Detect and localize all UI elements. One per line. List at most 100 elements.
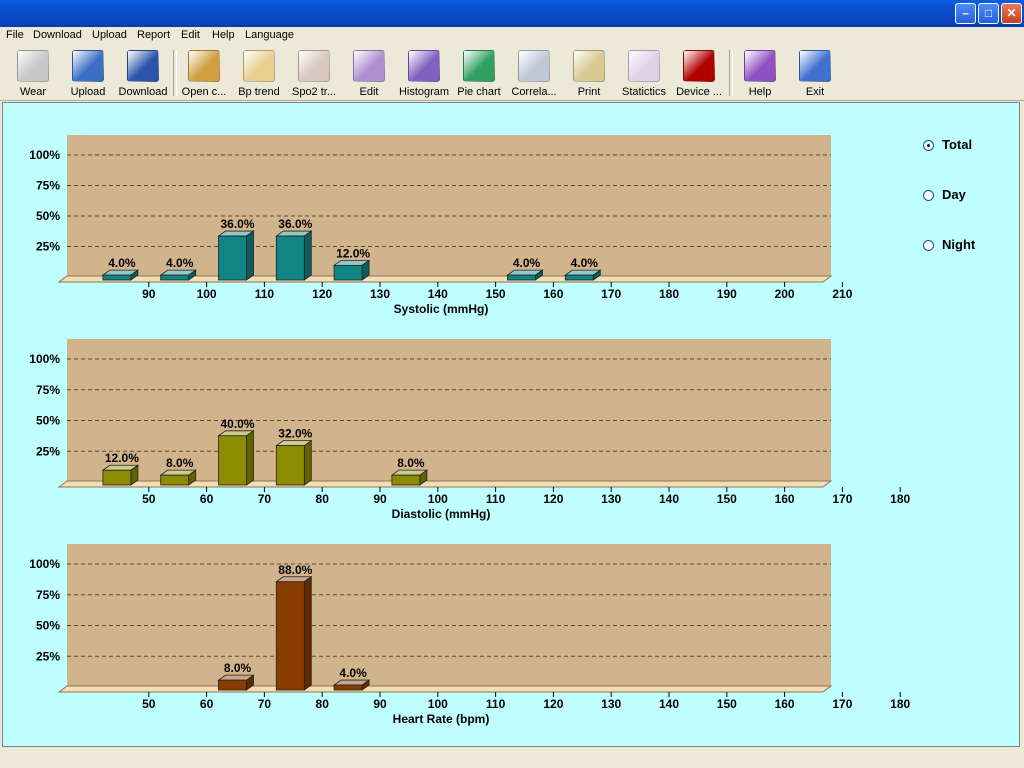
bar-value-label: 4.0%	[339, 666, 367, 680]
bar	[333, 684, 363, 691]
exit-button[interactable]: Exit	[788, 48, 842, 100]
bar	[102, 274, 132, 281]
x-tick-label: 90	[142, 287, 156, 301]
y-tick-label: 25%	[36, 649, 60, 663]
pie-chart-button[interactable]: Pie chart	[452, 48, 506, 100]
menu-download[interactable]: Download	[33, 29, 82, 41]
statistics-button[interactable]: Statictics	[617, 48, 671, 100]
help-button-label: Help	[748, 86, 772, 98]
patients-group-icon	[188, 50, 220, 82]
x-axis-label: Diastolic (mmHg)	[392, 507, 491, 521]
x-tick-label: 130	[601, 492, 621, 506]
bar	[507, 274, 536, 281]
printer-icon	[573, 50, 605, 82]
upload-button[interactable]: Upload	[61, 48, 115, 100]
title-bar: – □ ✕	[0, 0, 1024, 27]
info-icon	[683, 50, 715, 82]
bar-value-label: 36.0%	[278, 217, 312, 231]
bp-trend-icon	[243, 50, 275, 82]
spo2-trend-button[interactable]: Spo2 tr...	[287, 48, 341, 100]
x-tick-label: 150	[717, 697, 737, 711]
open-case-button[interactable]: Open c...	[177, 48, 231, 100]
radio-night-circle	[923, 240, 934, 251]
x-tick-label: 70	[258, 697, 272, 711]
histogram-button[interactable]: Histogram	[397, 48, 451, 100]
menu-upload[interactable]: Upload	[92, 29, 127, 41]
y-tick-label: 75%	[36, 588, 60, 602]
y-tick-label: 100%	[29, 352, 60, 366]
print-button[interactable]: Print	[562, 48, 616, 100]
bar-value-label: 8.0%	[397, 456, 425, 470]
x-tick-label: 170	[601, 287, 621, 301]
bar	[218, 235, 247, 281]
bar-value-label: 4.0%	[571, 256, 599, 270]
bar-value-label: 88.0%	[278, 563, 312, 577]
help-button[interactable]: Help	[733, 48, 787, 100]
x-tick-label: 200	[775, 287, 795, 301]
bar	[218, 435, 247, 486]
exit-button-label: Exit	[805, 86, 825, 98]
bar	[391, 474, 421, 486]
close-button[interactable]: ✕	[1001, 3, 1022, 24]
x-axis-label: Heart Rate (bpm)	[393, 712, 490, 726]
bar-value-label: 4.0%	[108, 256, 136, 270]
x-tick-label: 140	[659, 697, 679, 711]
download-button[interactable]: Download	[116, 48, 170, 100]
x-tick-label: 60	[200, 492, 214, 506]
device-info-button[interactable]: Device ...	[672, 48, 726, 100]
x-tick-label: 80	[316, 492, 330, 506]
bar-value-label: 40.0%	[220, 417, 254, 431]
menu-help[interactable]: Help	[212, 29, 235, 41]
chart-floor	[57, 275, 833, 283]
wear-button-label: Wear	[19, 86, 47, 98]
bar-value-label: 4.0%	[513, 256, 541, 270]
histogram-charts: 100% 75% 50% 25% 90 100 110 120 130 140 150 160 170 1…	[29, 135, 911, 726]
y-tick-label: 75%	[36, 383, 60, 397]
upload-button-label: Upload	[70, 86, 106, 98]
bp-trend-button[interactable]: Bp trend	[232, 48, 286, 100]
toolbar: Wear Upload Download Open c... Bp trend …	[0, 44, 1024, 101]
bar-value-label: 36.0%	[220, 217, 254, 231]
radio-day-circle	[923, 190, 934, 201]
edit-button[interactable]: Edit	[342, 48, 396, 100]
minimize-button[interactable]: –	[955, 3, 976, 24]
bar-side	[303, 230, 312, 281]
print-button-label: Print	[577, 86, 601, 98]
y-tick-label: 100%	[29, 557, 60, 571]
bar-side	[303, 575, 312, 691]
bar	[275, 235, 305, 281]
bar	[564, 274, 594, 281]
y-tick-label: 50%	[36, 619, 60, 633]
wear-button[interactable]: Wear	[6, 48, 60, 100]
y-tick-label: 25%	[36, 240, 60, 254]
x-tick-label: 100	[428, 492, 448, 506]
x-tick-label: 80	[316, 697, 330, 711]
status-bar	[0, 748, 1024, 768]
download-book-icon	[127, 50, 159, 82]
menu-edit[interactable]: Edit	[181, 29, 200, 41]
bar	[102, 469, 132, 486]
bar-value-label: 8.0%	[166, 456, 194, 470]
x-tick-label: 90	[373, 697, 387, 711]
x-tick-label: 120	[543, 492, 563, 506]
radio-total-circle	[923, 140, 934, 151]
bar	[275, 445, 305, 486]
histogram-button-label: Histogram	[398, 86, 450, 98]
toolbar-separator	[729, 50, 733, 96]
maximize-button[interactable]: □	[978, 3, 999, 24]
x-tick-label: 140	[659, 492, 679, 506]
chart-floor	[57, 685, 833, 693]
pie-chart-button-label: Pie chart	[457, 86, 501, 98]
bar	[275, 581, 305, 691]
x-tick-label: 100	[197, 287, 217, 301]
correlation-button[interactable]: Correla...	[507, 48, 561, 100]
y-tick-label: 75%	[36, 179, 60, 193]
download-button-label: Download	[118, 86, 168, 98]
menu-language[interactable]: Language	[245, 29, 294, 41]
menu-report[interactable]: Report	[137, 29, 171, 41]
pie-chart-icon	[463, 50, 495, 82]
menu-file[interactable]: File	[6, 29, 24, 41]
y-tick-label: 25%	[36, 444, 60, 458]
device-info-button-label: Device ...	[676, 86, 722, 98]
bar-side	[246, 430, 254, 486]
